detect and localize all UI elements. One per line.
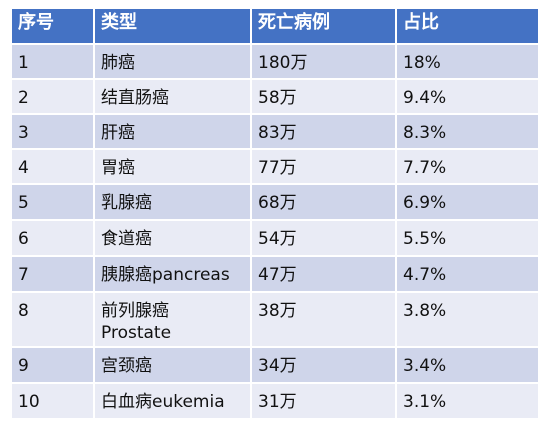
- row-share: 6.9%: [395, 183, 540, 221]
- row-index: 10: [10, 382, 95, 420]
- header-row: 序号 类型 死亡病例 占比: [10, 7, 540, 45]
- row-type: 乳腺癌: [93, 183, 252, 221]
- row-deaths: 68万: [250, 183, 397, 221]
- header-type: 类型: [93, 7, 252, 45]
- row-type: 肺癌: [93, 43, 252, 80]
- row-index: 5: [10, 183, 95, 221]
- header-share: 占比: [395, 7, 540, 45]
- row-share: 18%: [395, 43, 540, 80]
- row-deaths: 31万: [250, 382, 397, 420]
- row-deaths: 180万: [250, 43, 397, 80]
- table-row: 2 结直肠癌 58万 9.4%: [10, 78, 540, 115]
- table-row: 6 食道癌 54万 5.5%: [10, 219, 540, 257]
- row-type: 胃癌: [93, 148, 252, 185]
- table-row: 1 肺癌 180万 18%: [10, 43, 540, 80]
- table-header: 序号 类型 死亡病例 占比: [10, 7, 540, 45]
- row-type: 食道癌: [93, 219, 252, 257]
- row-type: 肝癌: [93, 113, 252, 150]
- row-type: 白血病eukemia: [93, 382, 252, 420]
- row-index: 6: [10, 219, 95, 257]
- table-row: 9 宫颈癌 34万 3.4%: [10, 346, 540, 384]
- row-type-line-1: 前列腺癌: [101, 301, 169, 321]
- table-row: 10 白血病eukemia 31万 3.1%: [10, 382, 540, 420]
- table-row: 7 胰腺癌pancreas 47万 4.7%: [10, 255, 540, 293]
- row-share: 3.4%: [395, 346, 540, 384]
- row-deaths: 77万: [250, 148, 397, 185]
- header-index: 序号: [10, 7, 95, 45]
- row-deaths: 47万: [250, 255, 397, 293]
- row-share: 4.7%: [395, 255, 540, 293]
- table-row: 4 胃癌 77万 7.7%: [10, 148, 540, 185]
- row-share: 7.7%: [395, 148, 540, 185]
- row-index: 4: [10, 148, 95, 185]
- row-share: 3.1%: [395, 382, 540, 420]
- row-share: 5.5%: [395, 219, 540, 257]
- table-row: 8 前列腺癌 Prostate 38万 3.8%: [10, 291, 540, 348]
- row-index: 3: [10, 113, 95, 150]
- row-index: 9: [10, 346, 95, 384]
- row-index: 2: [10, 78, 95, 115]
- row-index: 1: [10, 43, 95, 80]
- row-type: 宫颈癌: [93, 346, 252, 384]
- row-share: 9.4%: [395, 78, 540, 115]
- row-share: 3.8%: [395, 291, 540, 348]
- row-deaths: 58万: [250, 78, 397, 115]
- row-deaths: 54万: [250, 219, 397, 257]
- row-deaths: 34万: [250, 346, 397, 384]
- row-index: 7: [10, 255, 95, 293]
- row-deaths: 83万: [250, 113, 397, 150]
- row-share: 8.3%: [395, 113, 540, 150]
- row-deaths: 38万: [250, 291, 397, 348]
- row-type: 胰腺癌pancreas: [93, 255, 252, 293]
- table-row: 3 肝癌 83万 8.3%: [10, 113, 540, 150]
- row-index: 8: [10, 291, 95, 348]
- table-body: 1 肺癌 180万 18% 2 结直肠癌 58万 9.4% 3 肝癌 83万 8…: [10, 43, 540, 420]
- header-deaths: 死亡病例: [250, 7, 397, 45]
- row-type-line-2: Prostate: [101, 323, 172, 343]
- cancer-deaths-table: 序号 类型 死亡病例 占比 1 肺癌 180万 18% 2 结直肠癌 58万 9…: [10, 7, 540, 420]
- table-row: 5 乳腺癌 68万 6.9%: [10, 183, 540, 221]
- row-type: 结直肠癌: [93, 78, 252, 115]
- row-type: 前列腺癌 Prostate: [93, 291, 252, 348]
